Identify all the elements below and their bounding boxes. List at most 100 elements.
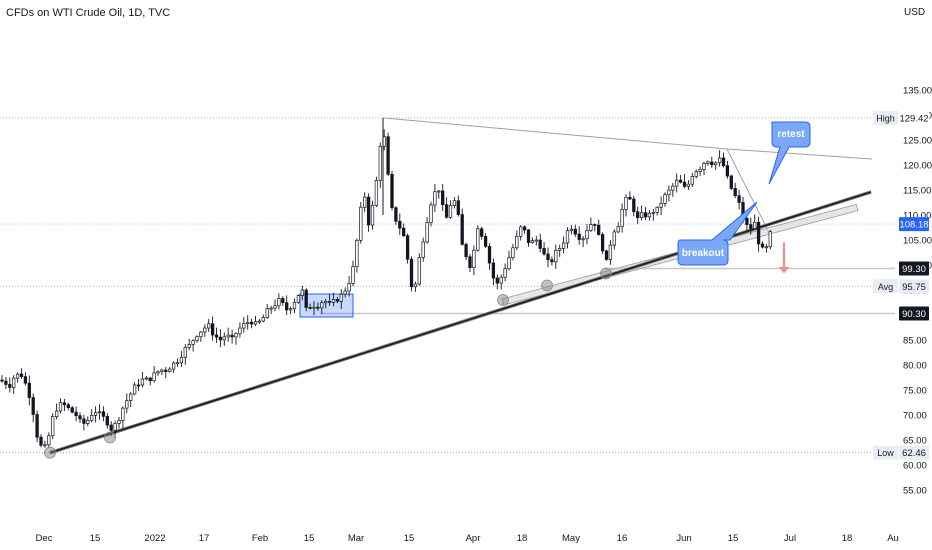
candle <box>4 376 8 390</box>
candle-body <box>616 226 620 233</box>
candle-body <box>308 307 312 309</box>
candle-body <box>148 377 152 382</box>
price-tag-value: 129.42 <box>899 113 928 124</box>
candle <box>156 370 160 376</box>
candle <box>8 377 12 393</box>
candle <box>429 201 433 227</box>
candle <box>331 292 336 307</box>
candle <box>448 200 453 219</box>
candle <box>218 329 223 348</box>
candle <box>620 203 624 233</box>
candle <box>476 225 480 252</box>
candle <box>558 244 562 257</box>
candle-body <box>503 268 507 278</box>
candle-body <box>655 206 659 213</box>
candle-body <box>671 185 675 191</box>
candle-body <box>359 206 363 241</box>
candle <box>261 314 265 323</box>
candle <box>327 293 332 307</box>
candle <box>398 213 402 235</box>
candle <box>433 184 437 213</box>
candle-body <box>675 179 679 187</box>
candle <box>597 219 601 236</box>
candle-body <box>351 266 355 284</box>
candle <box>390 170 394 211</box>
candle <box>717 150 722 167</box>
candle <box>335 296 340 304</box>
candle <box>604 249 609 261</box>
breakout-callout <box>677 201 758 266</box>
candle <box>136 379 141 391</box>
candle <box>23 372 28 386</box>
x-tick-label: Apr <box>466 533 481 544</box>
candle <box>35 410 39 443</box>
candle <box>238 322 242 338</box>
candle <box>265 303 269 319</box>
pivot-circle <box>600 267 612 280</box>
currency-label: USD <box>904 7 926 18</box>
candle <box>487 243 492 270</box>
candle <box>78 412 82 424</box>
candle <box>667 185 671 202</box>
candle <box>499 274 503 290</box>
candle <box>542 242 546 256</box>
candle <box>659 196 663 216</box>
candle <box>308 303 312 310</box>
candle-body <box>199 331 203 338</box>
candle <box>511 243 515 261</box>
candle <box>39 434 43 448</box>
chart-drawings <box>49 117 895 455</box>
candle <box>530 237 535 244</box>
candle-body <box>710 161 714 166</box>
candle-body <box>561 242 566 249</box>
candle <box>721 152 726 168</box>
reference-lines <box>0 117 895 454</box>
candle-body <box>4 380 8 385</box>
candle-body <box>183 347 187 358</box>
candle-body <box>222 336 226 341</box>
candle-body <box>324 301 328 304</box>
candle <box>312 301 316 316</box>
candle-body <box>417 257 421 285</box>
y-tick-label: 55.00 <box>903 486 927 497</box>
candle <box>19 368 24 379</box>
candle-body <box>394 207 398 222</box>
price-tag-caption-bg <box>873 279 898 294</box>
candle <box>363 192 367 213</box>
candle-body <box>429 204 433 223</box>
candle-body <box>593 224 597 226</box>
candle <box>651 209 655 221</box>
candle-body <box>97 411 102 414</box>
price-tag-caption-bg <box>873 445 898 460</box>
candle <box>628 191 632 201</box>
candle <box>195 335 199 343</box>
candle <box>612 229 616 250</box>
candle <box>288 306 293 315</box>
candle <box>285 295 289 315</box>
x-tick-label: 17 <box>199 533 210 544</box>
candle-body <box>499 276 503 284</box>
candle <box>339 289 343 310</box>
candle-body <box>214 334 219 338</box>
candle-body <box>448 205 453 218</box>
candle-body <box>285 302 289 311</box>
candle-body <box>452 200 457 206</box>
candle <box>507 250 511 271</box>
candle <box>468 253 472 273</box>
x-tick-label: Dec <box>36 533 53 544</box>
candle-body <box>179 356 184 364</box>
candle <box>565 227 570 249</box>
candle-body <box>277 298 281 307</box>
candle <box>366 193 371 232</box>
retest-label: retest <box>777 129 805 140</box>
candle <box>714 161 718 170</box>
candle-body <box>550 259 554 263</box>
candle-body <box>573 228 577 235</box>
candle-body <box>265 308 269 319</box>
candle-body <box>140 378 145 386</box>
candle-body <box>27 382 31 398</box>
candle <box>550 256 554 266</box>
candle-body <box>483 236 488 247</box>
candle <box>183 344 187 365</box>
candle-body <box>745 218 749 225</box>
